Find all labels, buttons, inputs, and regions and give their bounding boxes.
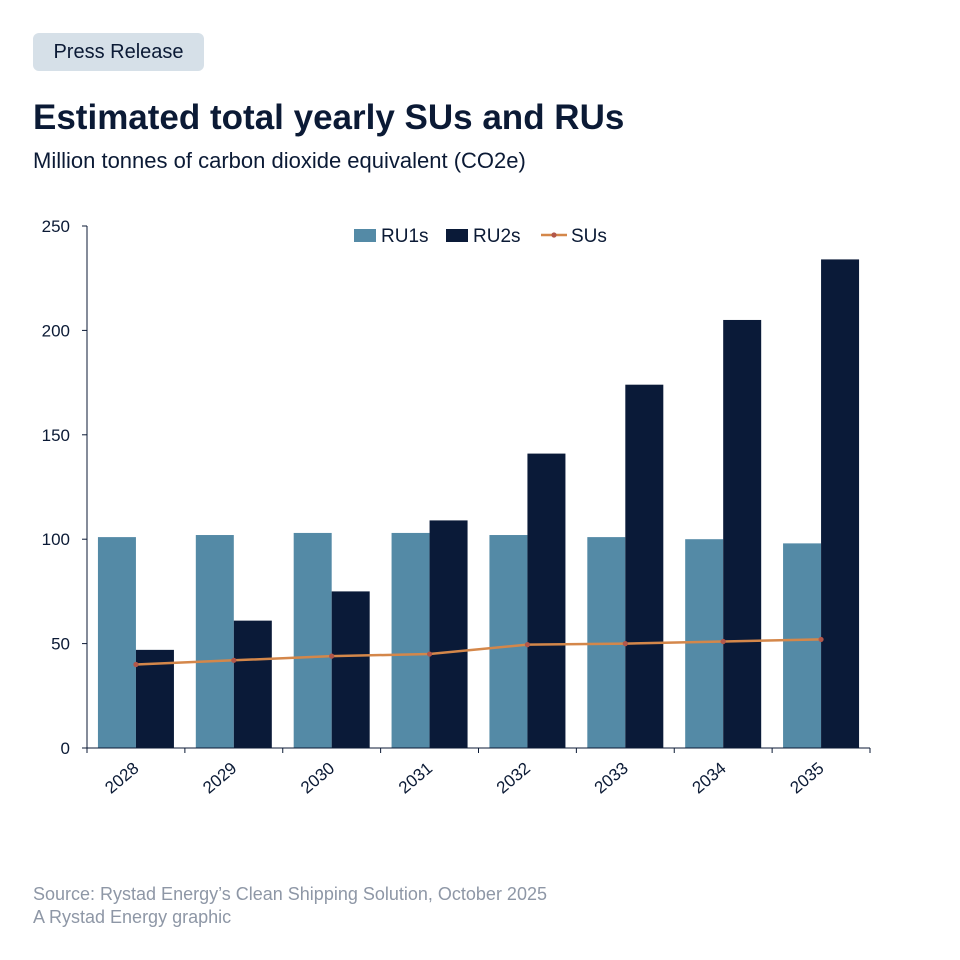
legend-label-su: SUs bbox=[571, 226, 607, 247]
press-release-badge: Press Release bbox=[33, 33, 204, 71]
y-tick-label-150: 150 bbox=[42, 426, 70, 445]
ru2-bar-2031 bbox=[429, 520, 468, 748]
su-point-2028 bbox=[133, 661, 139, 668]
x-tick-label-2028: 2028 bbox=[101, 759, 142, 798]
ru2-bar-2033 bbox=[625, 384, 664, 748]
y-tick-label-50: 50 bbox=[51, 635, 70, 654]
legend-label-ru2: RU2s bbox=[473, 226, 521, 247]
chart-legend: RU1s RU2s SUs bbox=[354, 226, 607, 247]
ru1-bar-2032 bbox=[489, 535, 528, 748]
y-tick-label-0: 0 bbox=[61, 739, 70, 758]
legend-swatch-ru2 bbox=[446, 229, 468, 242]
chart-title: Estimated total yearly SUs and RUs bbox=[33, 98, 625, 137]
su-point-2033 bbox=[622, 641, 628, 647]
x-tick-label-2032: 2032 bbox=[493, 759, 534, 798]
x-tick-label-2034: 2034 bbox=[689, 759, 730, 798]
ru1-bar-2030 bbox=[293, 532, 332, 748]
ru1-bar-2029 bbox=[195, 535, 234, 748]
ru2-bar-2030 bbox=[331, 591, 370, 748]
su-point-2032 bbox=[524, 642, 531, 648]
su-line bbox=[135, 638, 822, 666]
su-point-2035 bbox=[818, 636, 824, 643]
legend-swatch-ru1 bbox=[354, 229, 376, 242]
su-point-2034 bbox=[720, 638, 726, 645]
ru2-bar-2028 bbox=[135, 649, 174, 748]
su-line-group bbox=[133, 636, 824, 668]
credit-note: A Rystad Energy graphic bbox=[33, 907, 232, 927]
x-tick-label-2033: 2033 bbox=[591, 759, 632, 798]
legend-swatch-su-marker bbox=[551, 232, 557, 238]
ru2-bar-2029 bbox=[233, 620, 272, 748]
ru2-bar-2035 bbox=[821, 259, 860, 748]
bars-group bbox=[97, 259, 860, 748]
x-tick-label-2031: 2031 bbox=[395, 759, 436, 798]
ru1-bar-2031 bbox=[391, 532, 430, 748]
ru1-bar-2034 bbox=[685, 539, 724, 748]
su-point-2031 bbox=[426, 651, 433, 657]
legend-label-ru1: RU1s bbox=[381, 226, 429, 247]
ru1-bar-2028 bbox=[97, 537, 136, 748]
su-point-2029 bbox=[231, 657, 237, 663]
source-note: Source: Rystad Energy’s Clean Shipping S… bbox=[33, 884, 547, 904]
su-point-2030 bbox=[329, 653, 335, 659]
ru1-bar-2035 bbox=[783, 543, 822, 748]
y-tick-label-200: 200 bbox=[42, 321, 70, 340]
ru2-bar-2032 bbox=[527, 453, 566, 748]
x-tick-label-2035: 2035 bbox=[786, 759, 827, 798]
x-tick-label-2030: 2030 bbox=[297, 759, 338, 798]
x-tick-label-2029: 2029 bbox=[199, 759, 240, 798]
ru2-bar-2034 bbox=[723, 319, 762, 748]
y-tick-label-250: 250 bbox=[42, 217, 70, 236]
y-tick-label-100: 100 bbox=[42, 530, 70, 549]
chart-subtitle: Million tonnes of carbon dioxide equival… bbox=[33, 148, 526, 173]
